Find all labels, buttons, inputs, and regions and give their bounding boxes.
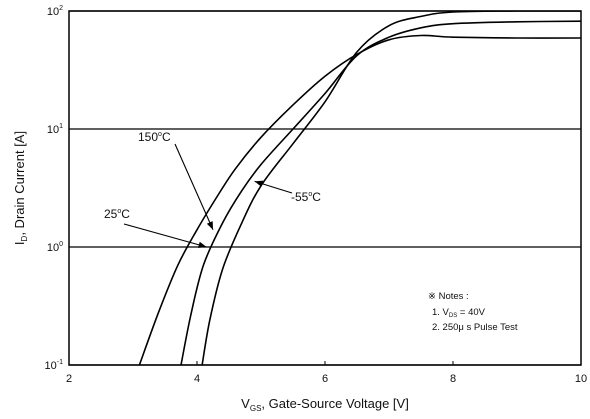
notes-heading: ※ Notes :: [428, 291, 469, 302]
x-tick-label: 6: [322, 373, 328, 385]
curve-label-150c: 150oC: [138, 130, 171, 144]
curve-label-minus55c: -55oC: [291, 190, 321, 204]
x-tick-label: 8: [450, 373, 456, 385]
notes-line-2: 2. 250μ s Pulse Test: [432, 322, 518, 333]
curve-label-25c: 25oC: [104, 207, 130, 221]
plot-frame: [69, 11, 581, 365]
y-axis-title: ID, Drain Current [A]: [12, 131, 29, 245]
y-tick-label: 101: [47, 123, 63, 136]
y-tick-label: 10-1: [45, 359, 64, 372]
y-tick-label: 102: [47, 5, 63, 18]
y-tick-label: 100: [47, 241, 63, 254]
notes-line-1: 1. VDS = 40V: [432, 307, 486, 319]
x-tick-label: 4: [194, 373, 200, 385]
x-tick-label: 10: [575, 373, 587, 385]
x-tick-label: 2: [66, 373, 72, 385]
x-axis-title: VGS, Gate-Source Voltage [V]: [241, 396, 409, 413]
